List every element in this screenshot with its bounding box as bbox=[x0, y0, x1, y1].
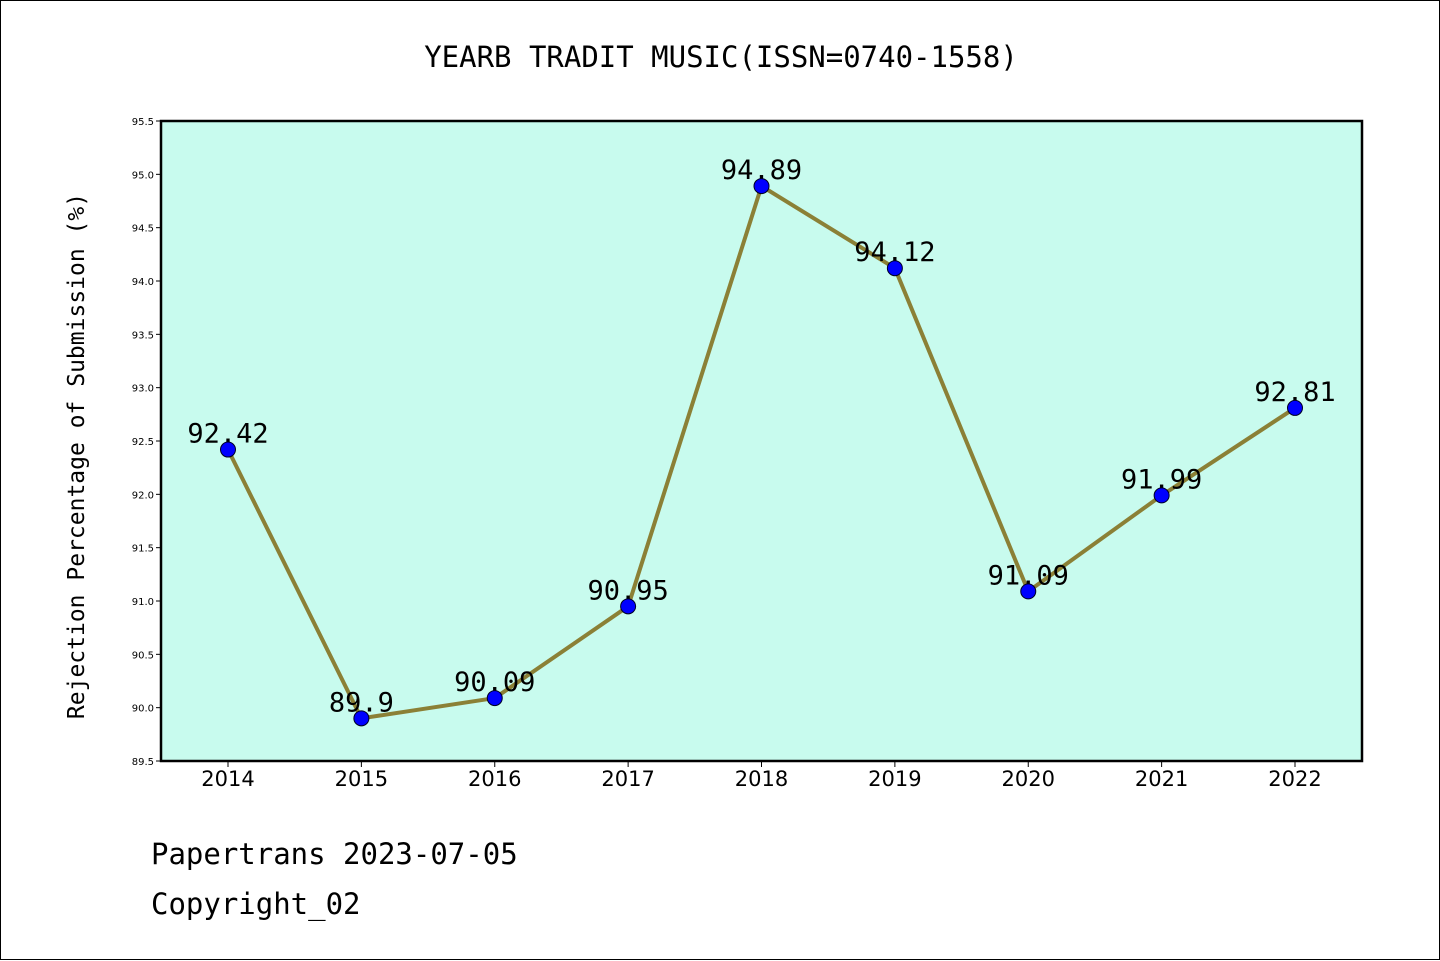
data-point bbox=[753, 178, 770, 195]
x-tick-label: 2015 bbox=[335, 767, 388, 791]
x-tick-label: 2019 bbox=[868, 767, 921, 791]
x-tick-label: 2014 bbox=[201, 767, 254, 791]
x-tick-label: 2020 bbox=[1002, 767, 1055, 791]
y-tick-label: 95.0 bbox=[132, 170, 154, 181]
data-point bbox=[353, 710, 370, 727]
data-point bbox=[620, 598, 637, 615]
y-axis-label: Rejection Percentage of Submission (%) bbox=[64, 193, 90, 719]
y-tick-label: 92.5 bbox=[132, 437, 154, 448]
y-tick-label: 94.0 bbox=[132, 277, 154, 288]
x-tick-label: 2018 bbox=[735, 767, 788, 791]
y-tick-label: 91.0 bbox=[132, 597, 154, 608]
y-tick-label: 91.5 bbox=[132, 544, 154, 555]
footer-date: Papertrans 2023-07-05 bbox=[151, 837, 518, 871]
data-point bbox=[220, 441, 236, 458]
y-tick-label: 95.5 bbox=[132, 117, 154, 128]
y-axis: 89.5 90.0 90.5 91.0 91.5 92.0 92.5 93.0 93.5 94.0… bbox=[132, 117, 161, 768]
y-tick-label: 89.5 bbox=[132, 757, 154, 768]
y-tick-label: 94.5 bbox=[132, 224, 154, 235]
y-tick-label: 93.5 bbox=[132, 330, 154, 341]
x-tick-label: 2022 bbox=[1268, 767, 1321, 791]
x-axis: 2014 2015 2016 2017 2018 2019 2020 2021 2022 bbox=[201, 761, 1322, 791]
plot-area bbox=[161, 121, 1362, 761]
data-point bbox=[1020, 583, 1037, 600]
x-tick-label: 2017 bbox=[601, 767, 654, 791]
y-tick-label: 90.5 bbox=[132, 650, 154, 661]
series-layer: 92.4289.990.0990.9594.8994.1291.0991.999… bbox=[187, 155, 1336, 727]
data-point bbox=[1153, 487, 1170, 504]
plot-border bbox=[159, 119, 1364, 763]
x-tick-label: 2021 bbox=[1135, 767, 1188, 791]
footer-copyright: Copyright_02 bbox=[151, 887, 361, 922]
y-tick-label: 90.0 bbox=[132, 704, 154, 715]
x-tick-label: 2016 bbox=[468, 767, 521, 791]
y-tick-label: 93.0 bbox=[132, 384, 154, 395]
y-tick-label: 92.0 bbox=[132, 490, 154, 501]
data-point bbox=[1287, 399, 1303, 416]
chart-title: YEARB TRADIT MUSIC(ISSN=0740-1558) bbox=[424, 40, 1018, 74]
data-point bbox=[486, 690, 503, 707]
data-point bbox=[886, 260, 903, 277]
